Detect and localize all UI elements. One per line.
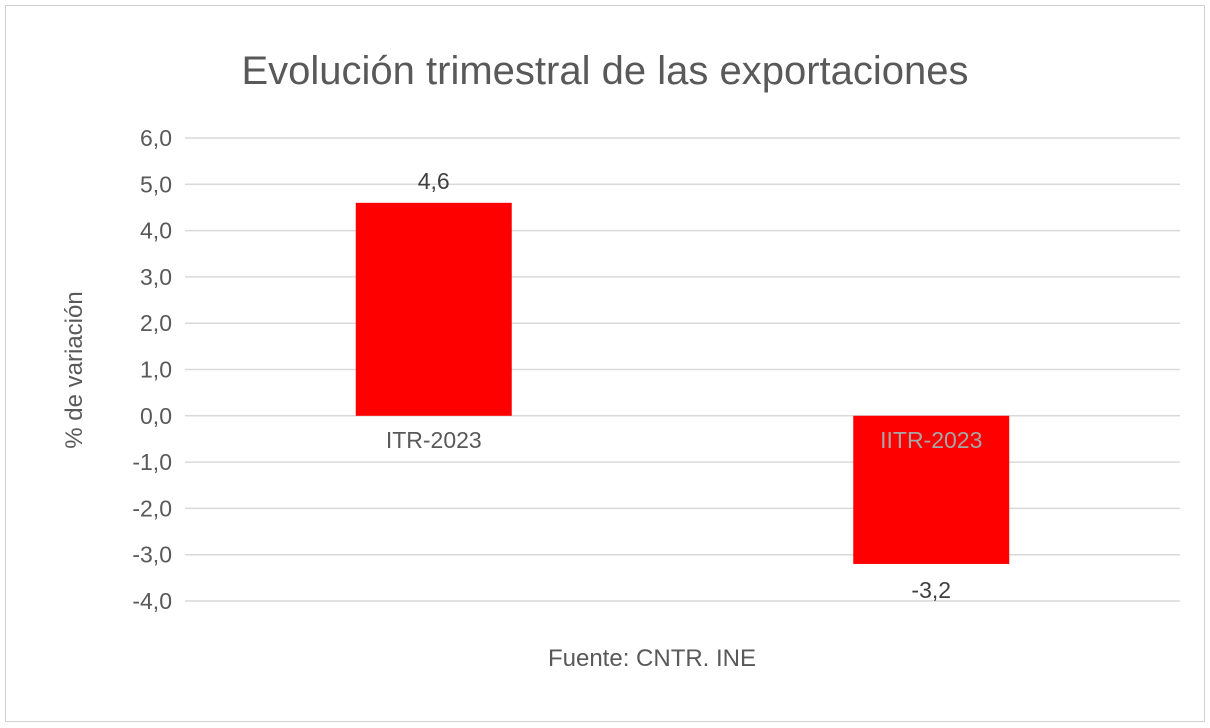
y-tick-label: 5,0 bbox=[140, 171, 172, 197]
y-tick-label: 3,0 bbox=[140, 264, 172, 290]
bar bbox=[355, 202, 512, 416]
y-axis-label: % de variación bbox=[61, 291, 88, 448]
y-tick-label: 0,0 bbox=[140, 403, 172, 429]
category-label: IITR-2023 bbox=[880, 427, 982, 453]
y-tick-label: -4,0 bbox=[132, 588, 172, 614]
chart-frame bbox=[5, 5, 1205, 722]
y-tick-label: 6,0 bbox=[140, 125, 172, 151]
category-label: ITR-2023 bbox=[386, 427, 482, 453]
y-tick-label: 2,0 bbox=[140, 310, 172, 336]
y-tick-label: 1,0 bbox=[140, 357, 172, 383]
data-label: 4,6 bbox=[418, 168, 450, 194]
chart-title: Evolución trimestral de las exportacione… bbox=[241, 49, 968, 93]
bar bbox=[853, 415, 1010, 564]
y-tick-label: -2,0 bbox=[132, 495, 172, 521]
y-tick-label: -1,0 bbox=[132, 449, 172, 475]
y-tick-label: -3,0 bbox=[132, 542, 172, 568]
y-tick-label: 4,0 bbox=[140, 218, 172, 244]
data-label: -3,2 bbox=[911, 577, 951, 603]
source-annotation: Fuente: CNTR. INE bbox=[548, 645, 756, 672]
